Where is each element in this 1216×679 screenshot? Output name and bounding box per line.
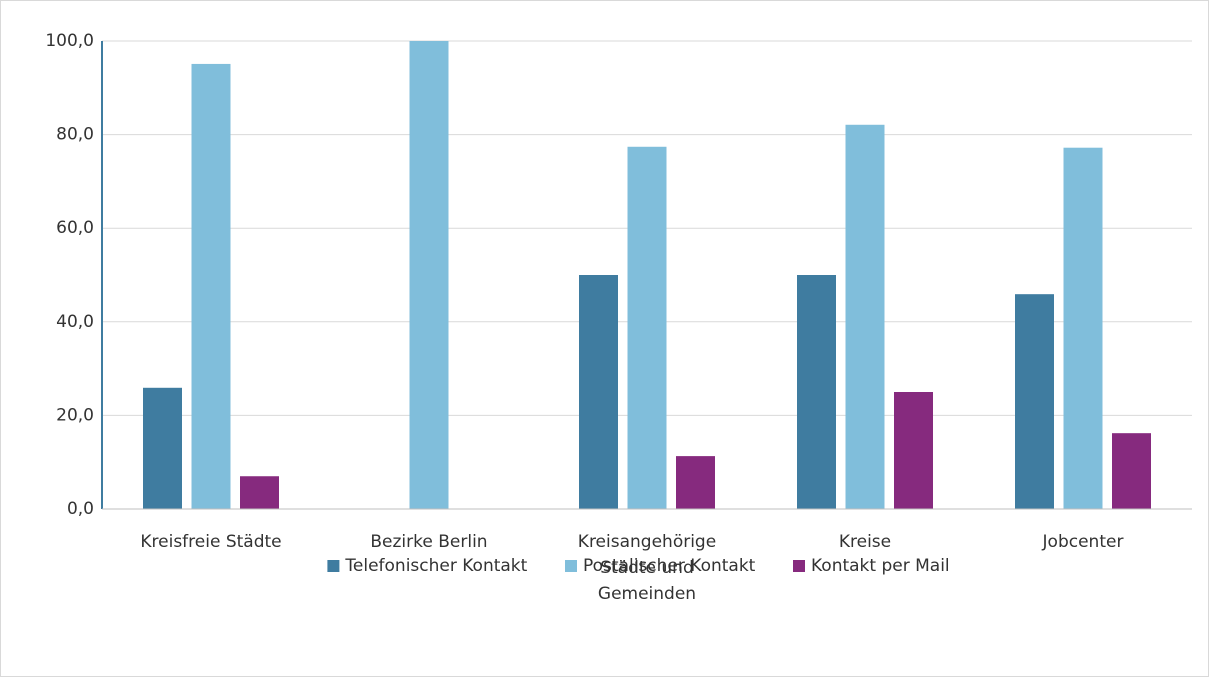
legend-label: Kontakt per Mail bbox=[811, 556, 950, 576]
bar bbox=[1112, 433, 1151, 509]
y-tick-label: 40,0 bbox=[56, 312, 94, 332]
bar bbox=[676, 456, 715, 509]
legend-swatch bbox=[565, 560, 577, 572]
legend-swatch bbox=[793, 560, 805, 572]
bar bbox=[1063, 147, 1103, 510]
bar bbox=[627, 146, 667, 509]
bar bbox=[579, 275, 618, 509]
x-tick-label: Bezirke Berlin bbox=[370, 532, 487, 552]
legend-label: Telefonischer Kontakt bbox=[344, 556, 527, 576]
legend-label: Postalischer Kontakt bbox=[583, 556, 756, 576]
y-tick-label: 60,0 bbox=[56, 218, 94, 238]
x-tick-label: Kreisangehörige Städte und Gemeinden bbox=[578, 532, 716, 604]
bar bbox=[143, 387, 182, 509]
x-tick-label: Jobcenter bbox=[1042, 532, 1124, 552]
y-tick-label: 0,0 bbox=[67, 499, 94, 519]
bar bbox=[845, 124, 885, 509]
bar bbox=[894, 392, 933, 509]
y-tick-label: 100,0 bbox=[45, 31, 94, 51]
legend-swatch bbox=[327, 560, 340, 572]
y-tick-label: 80,0 bbox=[56, 125, 94, 145]
x-tick-label: Kreisfreie Städte bbox=[140, 532, 281, 552]
bar bbox=[1015, 294, 1054, 509]
x-tick-label: Kreise bbox=[839, 532, 891, 552]
bar bbox=[191, 63, 231, 509]
bar bbox=[797, 275, 836, 509]
bar bbox=[240, 476, 279, 509]
y-tick-label: 20,0 bbox=[56, 405, 94, 425]
bar bbox=[409, 41, 449, 509]
